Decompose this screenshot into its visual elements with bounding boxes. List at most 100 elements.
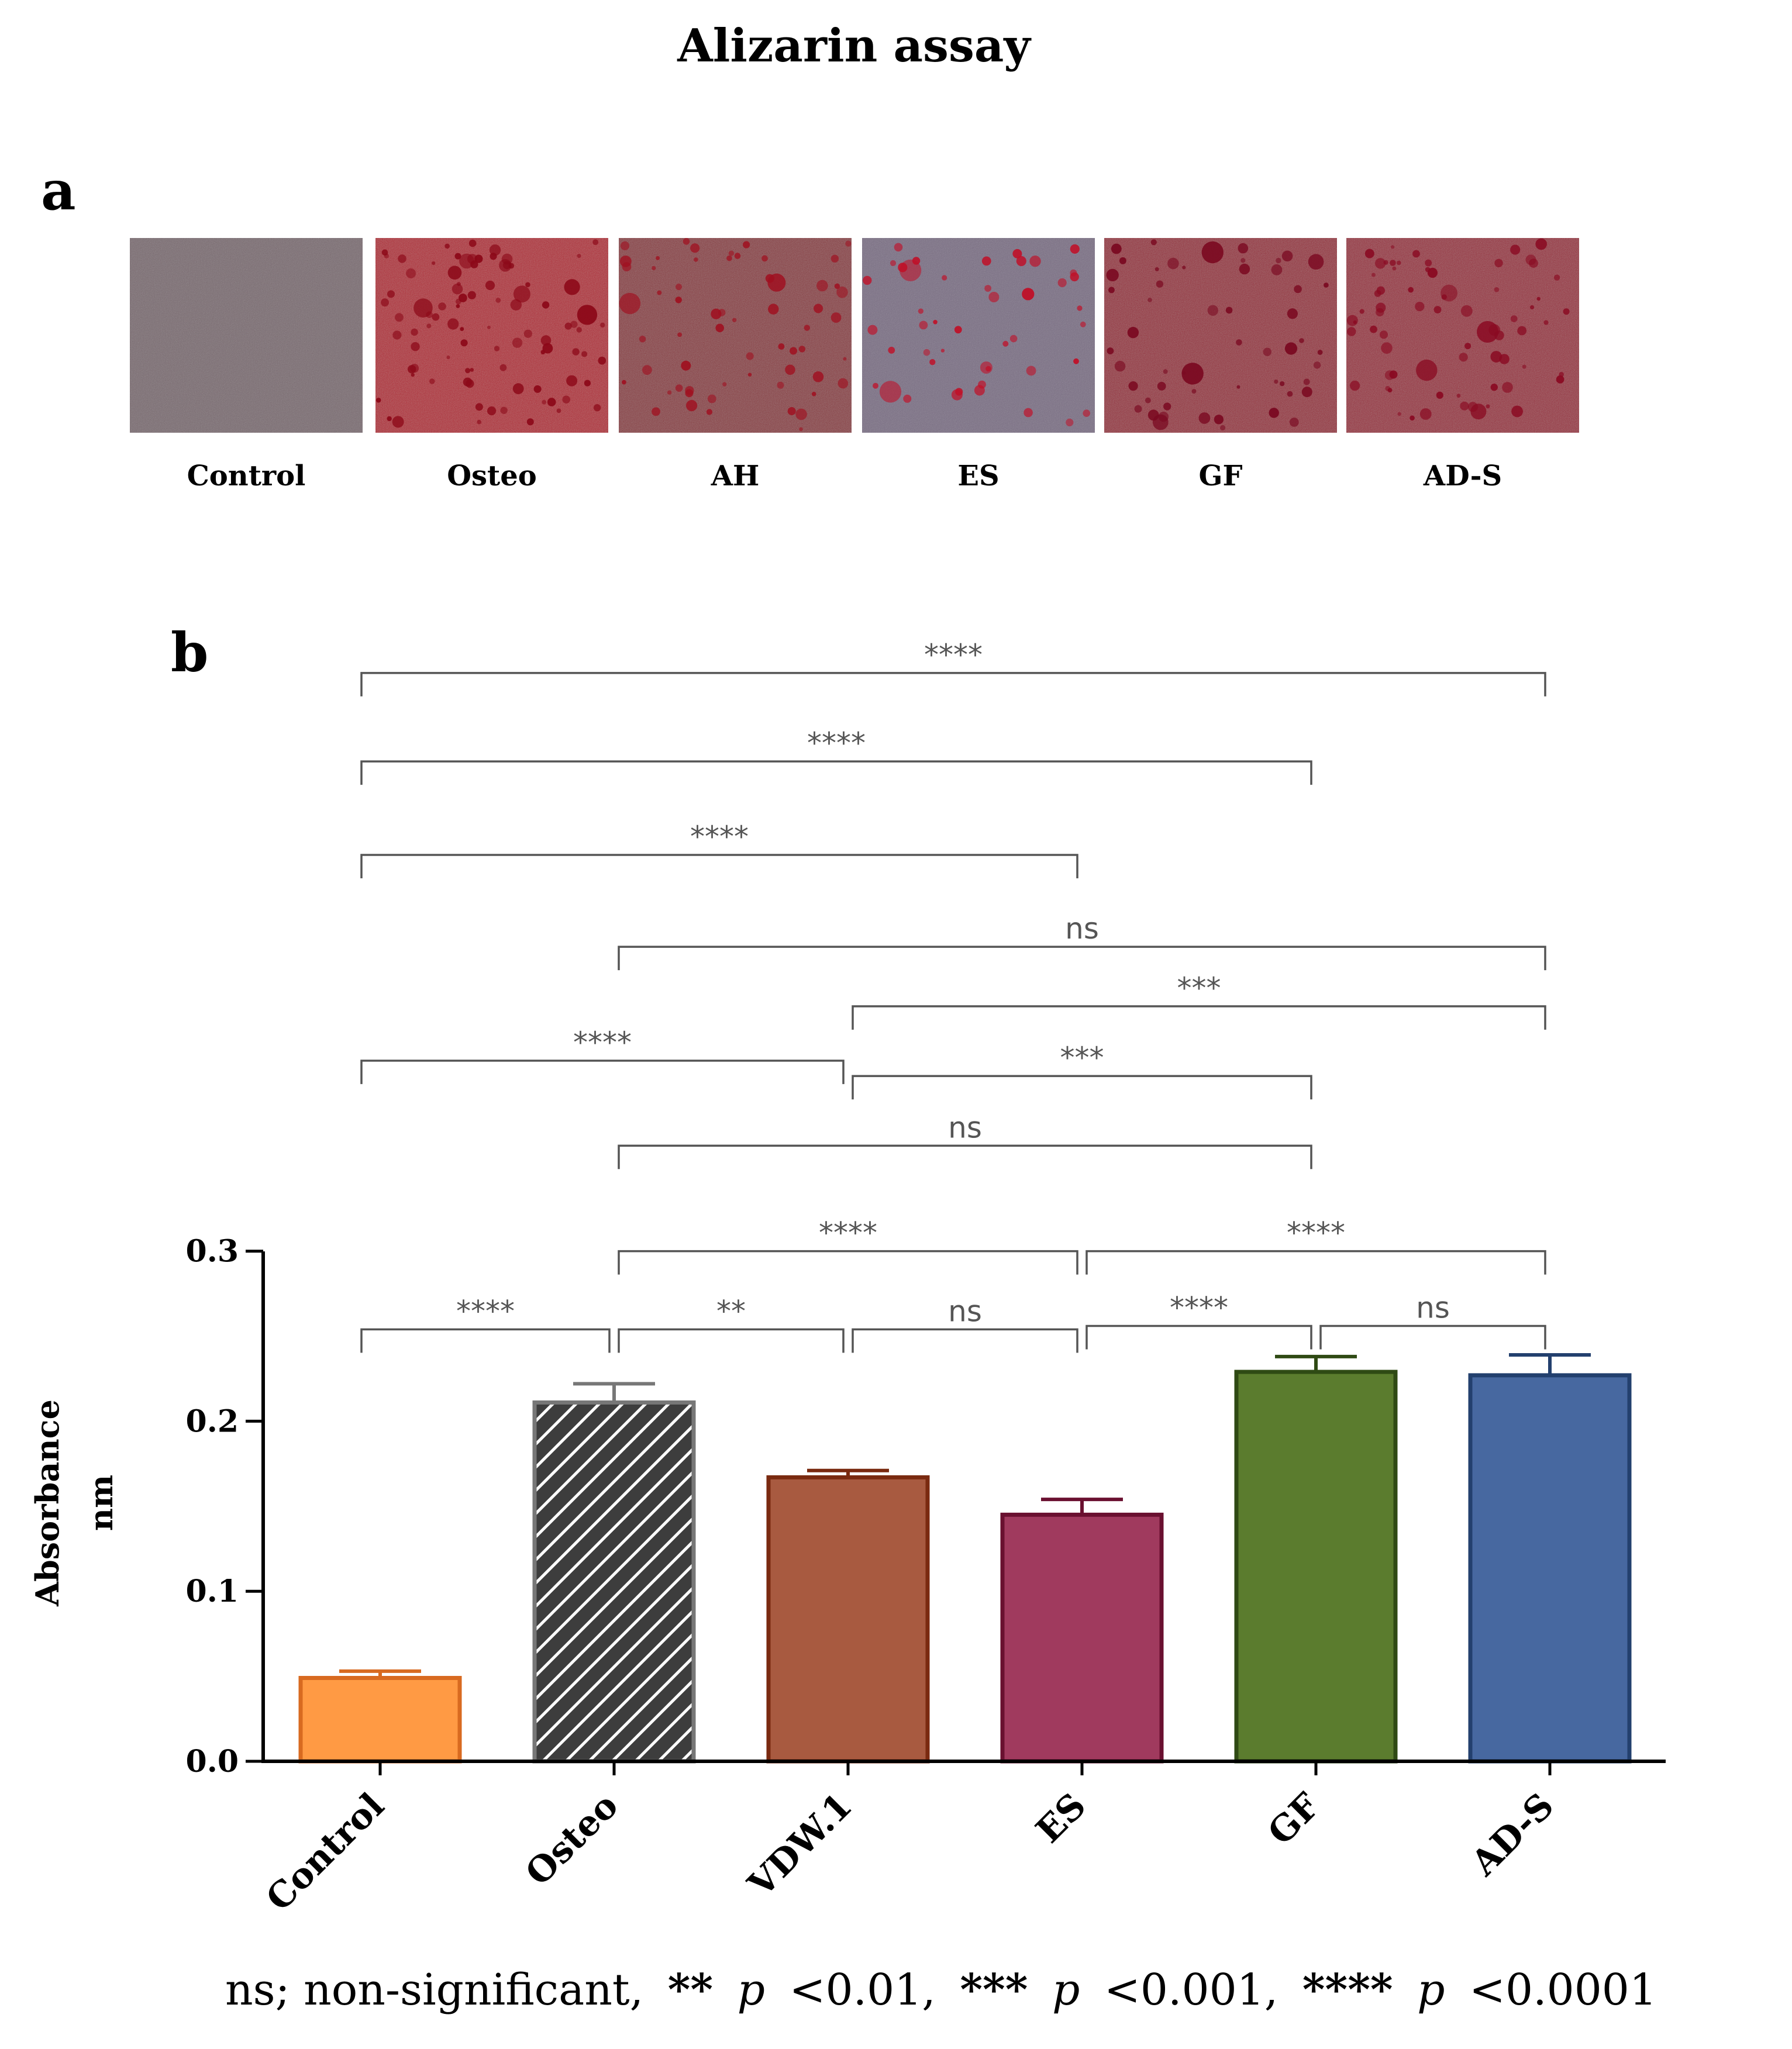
stain-spot: [1150, 239, 1157, 246]
error-bar-gf: [1275, 1354, 1357, 1372]
stain-spot: [798, 346, 806, 353]
stain-spot: [639, 336, 646, 343]
panel-a-letter: a: [41, 159, 76, 222]
micrograph-ad-s: AD-S: [1346, 238, 1579, 492]
significance-footnote: ns; non-significant, ** p <0.01, *** p <…: [225, 1965, 1657, 2015]
comparison-bracket: [618, 1250, 1078, 1275]
comparison-osteo-vs-ad-s: ns: [618, 912, 1546, 971]
stain-spot: [1294, 285, 1302, 294]
comparison-bracket: [360, 1060, 845, 1084]
stain-spot: [533, 385, 542, 393]
comparison-label: ***: [1177, 971, 1221, 1005]
stain-spot: [1536, 296, 1541, 301]
stain-spot: [429, 378, 435, 384]
comparison-label: ns: [948, 1110, 982, 1144]
stain-spot: [984, 285, 991, 292]
micrograph-osteo: Osteo: [375, 238, 608, 492]
stain-spot: [1128, 381, 1138, 391]
stain-spot: [600, 322, 605, 328]
stain-spot: [564, 322, 572, 330]
stain-spot: [1239, 263, 1250, 275]
stain-spot: [1502, 382, 1513, 393]
stain-spot: [581, 351, 588, 357]
stain-spot: [1276, 257, 1281, 264]
comparison-label: ns: [1065, 912, 1099, 946]
comparison-control-vs-es: ****: [360, 820, 1078, 879]
comparison-bracket: [618, 946, 1546, 971]
stain-spot: [1490, 384, 1498, 391]
stain-spot: [1397, 260, 1401, 265]
comparison-label: ****: [1287, 1216, 1345, 1250]
stain-spot: [475, 403, 483, 411]
stain-spot: [1359, 309, 1364, 314]
stain-spot: [1490, 351, 1502, 363]
stain-spot: [1385, 386, 1390, 391]
stain-spot: [526, 418, 534, 426]
error-bar-vdw-1: [807, 1468, 889, 1478]
stain-spot: [1182, 265, 1186, 270]
micrograph-label: AD-S: [1423, 460, 1502, 492]
stain-spot: [675, 384, 683, 392]
stain-spot: [1080, 321, 1086, 327]
bar-ad-s: [1468, 1373, 1632, 1764]
stain-spot: [1379, 330, 1388, 339]
comparison-bracket: [618, 1328, 845, 1353]
comparison-label: ****: [807, 726, 866, 760]
micrograph-background: [619, 238, 852, 433]
stain-spot: [804, 325, 811, 331]
stain-spot: [1510, 244, 1521, 255]
stain-spot: [814, 303, 823, 313]
micrograph-es: ES: [862, 238, 1095, 492]
stain-spot: [722, 382, 727, 387]
stain-spot: [1156, 280, 1164, 288]
stain-spot: [1510, 315, 1518, 322]
stain-spot: [387, 416, 392, 422]
stain-spot: [787, 407, 796, 416]
stain-spot: [540, 335, 552, 346]
stain-spot: [1308, 254, 1324, 270]
comparison-label: ****: [819, 1216, 877, 1250]
stain-spot: [1464, 343, 1471, 350]
stain-spot: [468, 239, 477, 247]
footnote-p2-stars: **: [668, 1965, 713, 2015]
stain-spot: [438, 302, 446, 311]
stain-spot: [510, 299, 522, 311]
stain-spot: [465, 368, 471, 374]
stain-spot: [1350, 380, 1360, 391]
stain-spot: [381, 249, 388, 256]
stain-spot: [1317, 350, 1323, 355]
comparison-vdw-1-vs-es: ns: [852, 1294, 1078, 1353]
stain-spot: [502, 261, 511, 270]
stain-spot: [785, 364, 795, 375]
stain-spot: [1425, 259, 1432, 267]
stain-spot: [1181, 363, 1204, 385]
panel-b-letter: b: [171, 621, 208, 684]
stain-spot: [657, 290, 662, 295]
stain-spot: [620, 241, 630, 250]
stain-spot: [619, 292, 641, 315]
comparison-bracket: [360, 854, 1078, 879]
stain-spot: [1152, 414, 1169, 430]
stain-spot: [1207, 305, 1218, 316]
comparison-control-vs-gf: ****: [360, 726, 1312, 785]
stain-spot: [1163, 402, 1171, 411]
comparison-bracket: [360, 760, 1312, 785]
stain-spot: [584, 380, 591, 387]
stain-spot: [570, 320, 578, 328]
stain-spot: [777, 381, 784, 389]
x-tick-label-ad-s: AD-S: [1463, 1785, 1562, 1884]
y-axis-title: Absorbance nm: [29, 1399, 120, 1607]
stain-spot: [768, 303, 779, 315]
stain-spot: [1147, 298, 1152, 302]
stain-spot: [743, 241, 750, 249]
y-axis-title-line1: Absorbance: [29, 1399, 66, 1607]
stain-spot: [1456, 394, 1461, 398]
stain-spot: [392, 416, 404, 428]
stain-spot: [1240, 258, 1246, 263]
comparison-osteo-vs-gf: ns: [618, 1110, 1312, 1170]
comparison-bracket: [852, 1328, 1078, 1353]
stain-spot: [747, 372, 752, 377]
stain-spot: [1016, 256, 1026, 267]
comparison-bracket: [360, 1328, 611, 1353]
stain-spot: [477, 419, 481, 425]
